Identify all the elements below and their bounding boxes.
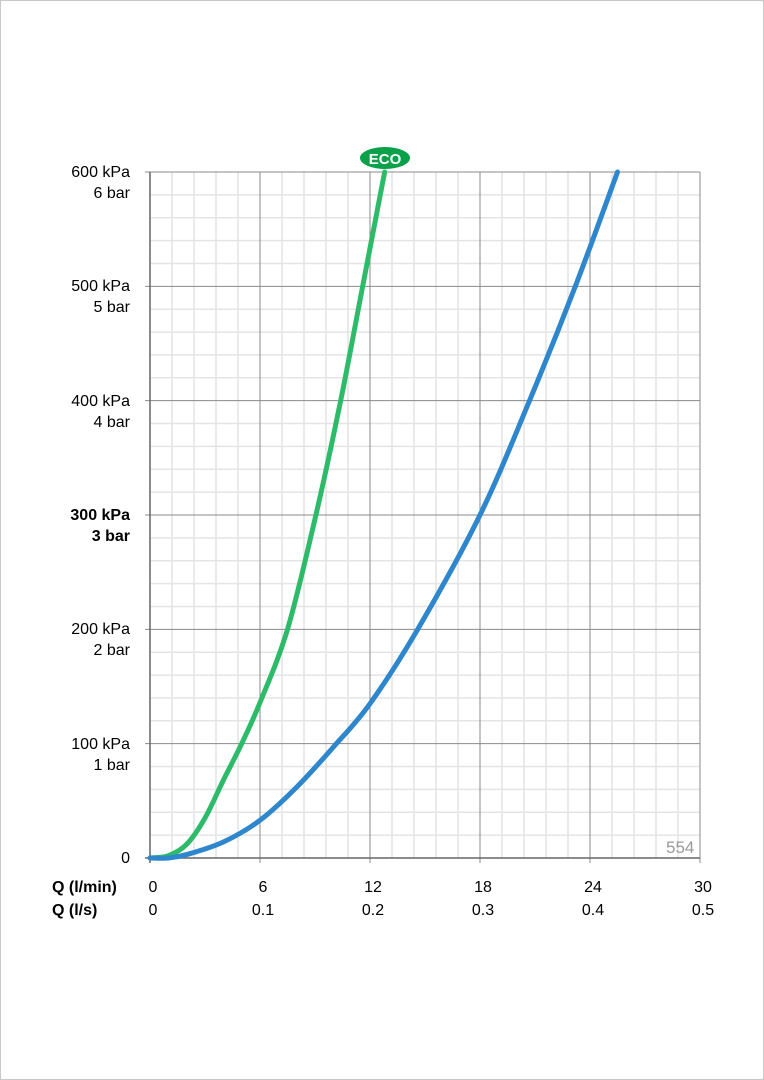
y-tick-bar: 6 bar: [93, 185, 130, 202]
x-tick-label-lmin: 18: [474, 879, 492, 896]
y-tick-label: 600 kPa 6 bar: [71, 162, 130, 204]
y-tick-kpa: 600 kPa: [71, 164, 130, 181]
standard-series-line: [147, 169, 620, 861]
y-tick-label: 400 kPa 4 bar: [71, 391, 130, 433]
y-tick-kpa: 500 kPa: [71, 278, 130, 296]
y-tick-bar: 1 bar: [93, 756, 130, 774]
y-tick-kpa: 300 kPa: [70, 507, 130, 524]
y-tick-bar: 3 bar: [91, 528, 130, 545]
y-tick-bar: 2 bar: [93, 642, 130, 660]
x-tick-label-lmin: 12: [364, 879, 382, 896]
x-tick-label-ls: 0.4: [581, 902, 605, 919]
y-tick-label: 100 kPa 1 bar: [71, 734, 130, 776]
eco-badge: [360, 147, 410, 169]
y-tick-kpa: 400 kPa: [71, 392, 130, 410]
y-tick-kpa: 200 kPa: [71, 621, 130, 639]
x-tick-label-ls: 0.5: [691, 902, 715, 919]
x-tick-label-ls: 0.3: [471, 902, 495, 919]
x-tick-label-ls: 0.2: [361, 902, 385, 919]
eco-badge-label: ECO: [369, 151, 402, 168]
y-tick-bar: 4 bar: [93, 413, 130, 431]
chart-code: 554: [666, 838, 695, 857]
y-tick-bar: 5 bar: [93, 299, 130, 317]
y-tick-label: 500 kPa 5 bar: [71, 276, 130, 318]
eco-series-line: [147, 169, 388, 861]
x-tick-label-ls: 0: [148, 902, 158, 919]
x-axis-label-ls: Q (l/s): [52, 902, 98, 919]
y-tick-label: 0: [121, 848, 130, 869]
y-tick-label: 300 kPa 3 bar: [70, 505, 130, 547]
x-axis-label-lmin: Q (l/min): [52, 879, 117, 896]
y-tick-label: 200 kPa 2 bar: [71, 619, 130, 661]
x-tick-label-lmin: 6: [258, 879, 268, 896]
x-tick-label-lmin: 30: [694, 879, 712, 896]
x-tick-label-lmin: 0: [148, 879, 158, 896]
x-tick-label-ls: 0.1: [251, 902, 275, 919]
x-tick-label-lmin: 24: [584, 879, 602, 896]
y-tick-kpa: 100 kPa: [71, 735, 130, 753]
y-tick-kpa: 0: [121, 850, 130, 867]
